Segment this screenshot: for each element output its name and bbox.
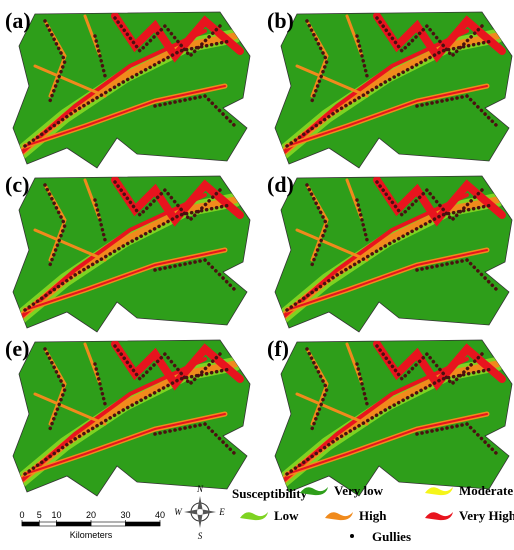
scale-segment: [38, 521, 57, 527]
panel-label: (d): [267, 172, 294, 197]
panel-label: (c): [5, 172, 29, 197]
compass-w: W: [174, 507, 183, 517]
compass-e: E: [218, 507, 225, 517]
gully-symbol: [350, 534, 354, 538]
legend-swatch: [425, 512, 453, 521]
legend-swatch: [300, 487, 328, 496]
panel-label: (b): [267, 8, 294, 33]
susceptibility-map: [275, 176, 512, 332]
scale-tick-label: 20: [86, 510, 96, 520]
map-panel: (a): [5, 8, 250, 168]
panel-label: (a): [5, 8, 31, 33]
susceptibility-map: [13, 12, 250, 168]
compass: N S E W: [174, 484, 225, 541]
map-panel: (f): [267, 336, 512, 496]
map-panels: (a) (b) (c) (d) (e) (f): [5, 8, 512, 496]
legend-label: Gullies: [372, 529, 411, 544]
legend-title: Susceptibility: [232, 486, 308, 501]
map-panel: (d): [267, 172, 512, 332]
map-panel: (c): [5, 172, 250, 332]
scale-unit: Kilometers: [70, 530, 113, 540]
susceptibility-map: [13, 176, 250, 332]
panel-label: (f): [267, 336, 289, 361]
legend: Susceptibility Very low Moderate Low High Ve…: [232, 483, 514, 544]
legend-label: High: [359, 508, 387, 523]
scale-tick-label: 0: [19, 510, 24, 520]
scale-bar: Kilometers 0 5 10 20 30 40: [19, 510, 165, 540]
scale-tick-label: 10: [51, 510, 61, 520]
scale-segment: [21, 521, 40, 527]
legend-swatch: [240, 512, 268, 521]
scale-tick-label: 40: [155, 510, 165, 520]
scale-segment: [56, 521, 92, 527]
scale-segment: [90, 521, 126, 527]
legend-swatch: [425, 487, 453, 496]
legend-label: Moderate: [459, 483, 513, 498]
susceptibility-map: [13, 340, 250, 496]
legend-label: Low: [274, 508, 299, 523]
legend-swatch: [325, 512, 353, 521]
scale-tick-label: 5: [37, 510, 42, 520]
susceptibility-map: [275, 12, 512, 168]
compass-n: N: [196, 484, 204, 494]
scale-segment: [125, 521, 161, 527]
map-panel: (b): [267, 8, 512, 168]
legend-label: Very High: [459, 508, 514, 523]
scale-tick-label: 30: [120, 510, 130, 520]
panel-label: (e): [5, 336, 29, 361]
map-panel: (e): [5, 336, 250, 496]
compass-s: S: [198, 531, 203, 541]
legend-label: Very low: [334, 483, 384, 498]
susceptibility-map: [275, 340, 512, 496]
compass-star: [184, 496, 216, 528]
